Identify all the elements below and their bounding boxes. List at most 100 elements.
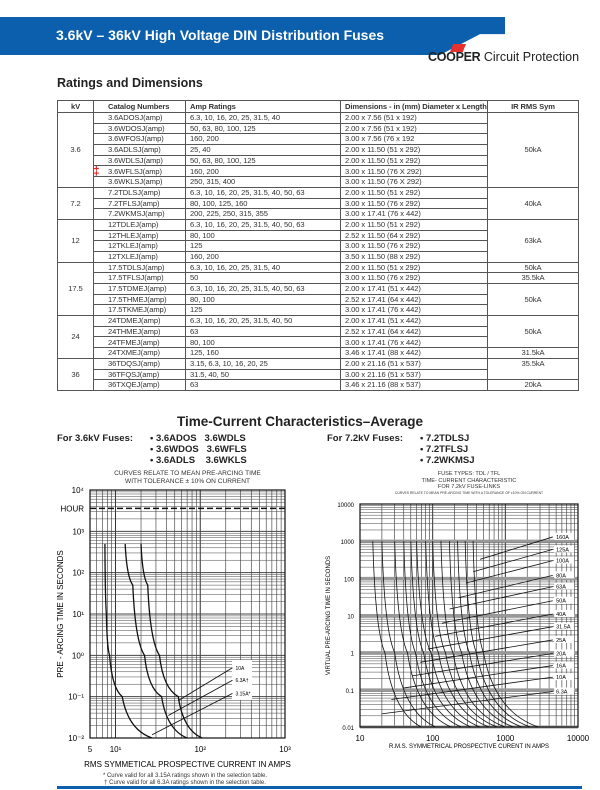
curve-80A (449, 541, 514, 728)
leader-line (420, 639, 553, 663)
curve-label: 50A (556, 599, 566, 605)
table-row: 17.5TDMEJ(amp) 6.3, 10, 16, 20, 25, 31.5,… (58, 282, 579, 317)
leader-line (151, 692, 233, 736)
y-tick-label: 10000 (337, 503, 354, 509)
ir-cell: 40kA (487, 186, 579, 220)
table-row: 3.6WFOSJ(amp) 160, 200 3.00 x 7.56 (76 x 1… (58, 133, 579, 146)
table-row: 24THMEJ(amp) 63 2.52 x 17.41 (64 x 442) (58, 325, 579, 338)
ratings-title: Ratings and Dimensions (57, 76, 203, 90)
kv-cell: 24 (57, 315, 94, 359)
leader-line (458, 575, 553, 599)
leader-line (412, 653, 553, 677)
label-bg (554, 582, 575, 590)
curve-label: 125A (556, 547, 569, 553)
column-header: kV (57, 100, 94, 113)
curve-label: 20A (556, 651, 566, 657)
cooper-logo: COOPER Circuit Protection (428, 50, 580, 64)
curve-63A (440, 541, 506, 728)
x-tick-label: 10000 (567, 734, 590, 743)
curve-label: 40A (556, 612, 566, 618)
curve-label: 160A (556, 535, 569, 541)
curve-label: 3.15A* (235, 691, 250, 697)
leader-line (404, 665, 553, 689)
x-tick-label: 10¹ (110, 745, 122, 754)
x-tick-label: 5 (88, 745, 93, 754)
y-tick-label: 0.1 (346, 689, 355, 695)
label-bg (554, 687, 575, 695)
y-tick-label: 1000 (341, 540, 355, 546)
label-bg (554, 609, 575, 617)
leader-line (427, 626, 553, 650)
ir-cell: 50kA (487, 261, 579, 274)
curve-label: 10A (235, 666, 245, 672)
y-tick-label: HOUR (60, 504, 84, 513)
y-tick-label: 10⁻¹ (68, 693, 84, 702)
left-chart-caption: CURVES RELATE TO MEAN PRE-ARCING TIME WIT… (114, 470, 261, 485)
x-tick-label: 10² (194, 745, 206, 754)
plot-frame (89, 489, 286, 739)
column-header: IR RMS Sym (487, 100, 579, 113)
dim-cell: 3.00 x 17.41 (76 x 442) (340, 304, 488, 317)
curve-label: 25A (556, 638, 566, 644)
red-marker: ‡ (93, 164, 100, 178)
tcc-title: Time-Current Characteristics–Average (176, 414, 424, 429)
leader-line (168, 679, 233, 716)
y-tick-label: 10⁰ (72, 651, 84, 660)
table-row: 36 36TDQSJ(amp) 3.15, 6.3, 10, 16, 20, 25 2… (57, 357, 579, 391)
kv-cell: 12 (57, 218, 94, 263)
ir-cell: 20kA (487, 379, 579, 391)
table-row: 24TXMEJ(amp) 125, 160 3.46 x 17.41 (88 x 4… (58, 347, 579, 359)
left-chart-footnotes: * Curve valid for all 3.15A ratings show… (102, 773, 268, 786)
label-bg (554, 649, 575, 657)
plot-frame (359, 503, 579, 728)
curve-10A (381, 541, 436, 728)
ir-cell: 50kA (487, 315, 579, 349)
curve-160A (472, 541, 539, 728)
page-title: 3.6kV – 36kV High Voltage DIN Distributi… (56, 27, 385, 43)
label-bg (554, 673, 575, 681)
leader-line (178, 667, 233, 702)
curve-31.5A (416, 541, 481, 728)
table-row: 24TFMEJ(amp) 80, 100 3.00 x 17.41 (76 x 44… (58, 336, 579, 349)
ratings-table: kV Catalog Numbers Amp Ratings Dimensions -… (57, 100, 579, 391)
curve-label: 6.3A (556, 690, 568, 696)
header-band (0, 17, 505, 55)
y-tick-label: 10³ (72, 527, 84, 536)
curve-6.3A (372, 541, 422, 728)
label-bg (554, 545, 575, 553)
curve-3.15A (104, 543, 153, 739)
x-tick-label: 100 (426, 734, 440, 743)
kv-cell: 36 (57, 357, 94, 391)
left-fuse-list: • 3.6ADOS 3.6WDLS • 3.6WDOS 3.6WFLS • 3.6A… (150, 433, 247, 466)
x-axis-label: R.M.S. SYMMETRICAL PROSPECTIVE CURENT IN… (389, 744, 549, 750)
y-tick-label: 1 (351, 652, 355, 658)
label-bg (554, 596, 575, 604)
curve-100A (457, 541, 523, 728)
curve-label: 63A (556, 585, 566, 591)
leader-line (472, 549, 553, 573)
curve-6.3A (124, 543, 188, 739)
label-box (232, 660, 252, 700)
label-bg (554, 622, 575, 630)
table-row: 36TXQEJ(amp) 63 3.46 x 21.16 (88 x 537) 20k… (58, 379, 579, 391)
x-axis-label: RMS SYMMETICAL PROSPECTIVE CURRENT IN AM… (84, 760, 291, 769)
column-header: Amp Ratings (185, 100, 341, 113)
table-row: 17.5THMEJ(amp) 80, 100 2.52 x 17.41 (64 x … (58, 293, 579, 306)
leader-line (435, 613, 553, 637)
right-fuse-label: For 7.2kV Fuses: (327, 433, 404, 444)
x-tick-label: 10 (356, 734, 365, 743)
table-row: 17.5TKMEJ(amp) 125 3.00 x 17.41 (76 x 442) (58, 304, 579, 317)
curve-label: 6.3A† (235, 678, 248, 684)
left-fuse-label: For 3.6kV Fuses: (57, 433, 134, 444)
ir-cell: 63kA (487, 218, 579, 263)
leader-line (480, 536, 553, 560)
kv-cell: 7.2 (57, 186, 94, 220)
y-tick-label: 100 (344, 577, 355, 583)
right-chart-caption: FUSE TYPES: TDL / TFL TIME- CURRENT CHARA… (394, 471, 544, 495)
curve-16A (394, 541, 452, 728)
curve-label: 31.5A (556, 625, 571, 631)
label-bg (554, 661, 575, 669)
kv-cell: 3.6 (57, 112, 94, 188)
label-bg (554, 532, 575, 540)
